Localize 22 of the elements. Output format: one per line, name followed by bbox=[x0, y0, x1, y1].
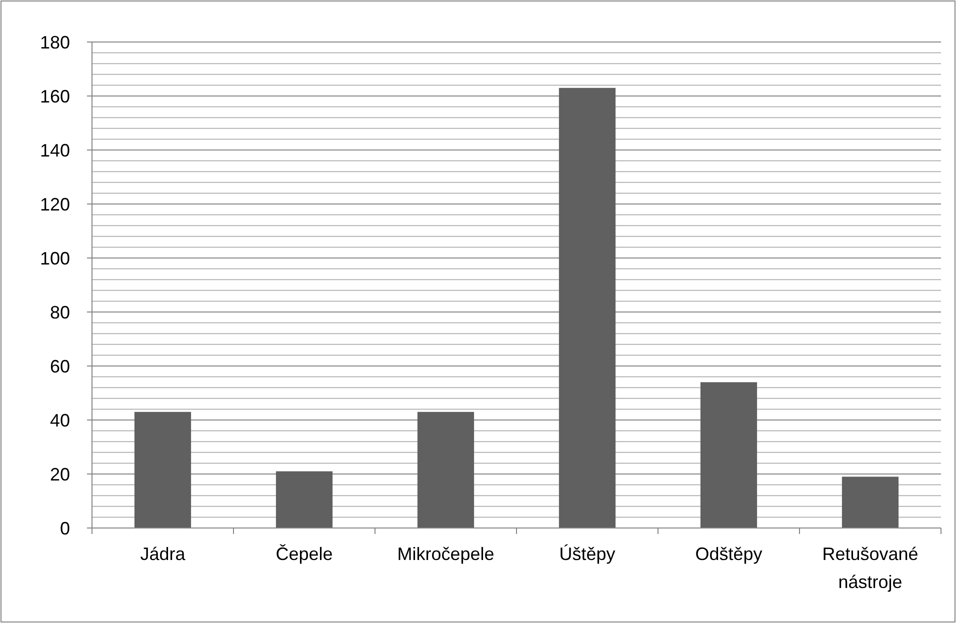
bar bbox=[134, 412, 192, 528]
y-tick-label: 20 bbox=[50, 464, 70, 484]
y-tick-label: 40 bbox=[50, 410, 70, 430]
y-tick-label: 60 bbox=[50, 356, 70, 376]
y-tick-label: 120 bbox=[40, 194, 70, 214]
x-tick-label: Jádra bbox=[140, 544, 186, 564]
y-tick-label: 140 bbox=[40, 140, 70, 160]
x-tick-label: Úštěpy bbox=[559, 544, 616, 564]
x-tick-label: Mikročepele bbox=[397, 544, 494, 564]
x-tick-label: Čepele bbox=[276, 544, 333, 564]
y-tick-label: 80 bbox=[50, 302, 70, 322]
y-tick-label: 0 bbox=[60, 518, 70, 538]
bar bbox=[276, 471, 333, 528]
bar bbox=[700, 382, 758, 528]
x-tick-label: Retušované nástroje bbox=[822, 544, 918, 592]
x-tick-label: Odštěpy bbox=[695, 544, 762, 564]
bar bbox=[558, 88, 616, 528]
bar bbox=[417, 412, 474, 528]
y-tick-label: 160 bbox=[40, 86, 70, 106]
y-tick-label: 180 bbox=[40, 32, 70, 52]
y-tick-label: 100 bbox=[40, 248, 70, 268]
bar bbox=[842, 476, 899, 528]
